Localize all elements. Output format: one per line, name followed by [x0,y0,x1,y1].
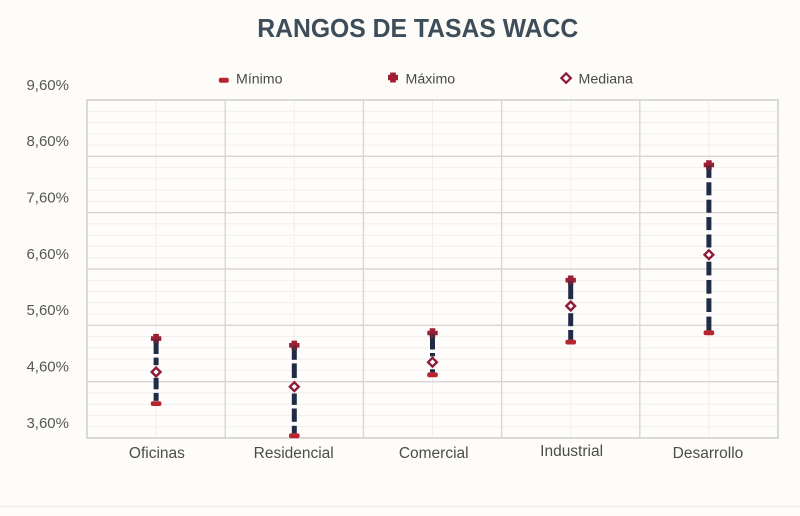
svg-text:Mediana: Mediana [579,71,634,87]
svg-text:Mínimo: Mínimo [236,71,283,87]
svg-text:5,60%: 5,60% [26,302,69,319]
svg-text:Oficinas: Oficinas [129,445,185,462]
svg-text:RANGOS DE TASAS WACC: RANGOS DE TASAS WACC [257,13,578,43]
svg-text:9,60%: 9,60% [26,77,69,94]
svg-text:4,60%: 4,60% [26,359,69,376]
svg-text:8,60%: 8,60% [26,133,69,150]
svg-text:7,60%: 7,60% [26,190,69,207]
svg-text:Residencial: Residencial [254,445,334,462]
svg-text:3,60%: 3,60% [26,415,69,432]
svg-text:Máximo: Máximo [406,71,456,87]
svg-text:Comercial: Comercial [399,445,469,462]
svg-text:Desarrollo: Desarrollo [673,445,744,462]
svg-text:Industrial: Industrial [540,443,603,460]
svg-text:6,60%: 6,60% [26,246,69,263]
